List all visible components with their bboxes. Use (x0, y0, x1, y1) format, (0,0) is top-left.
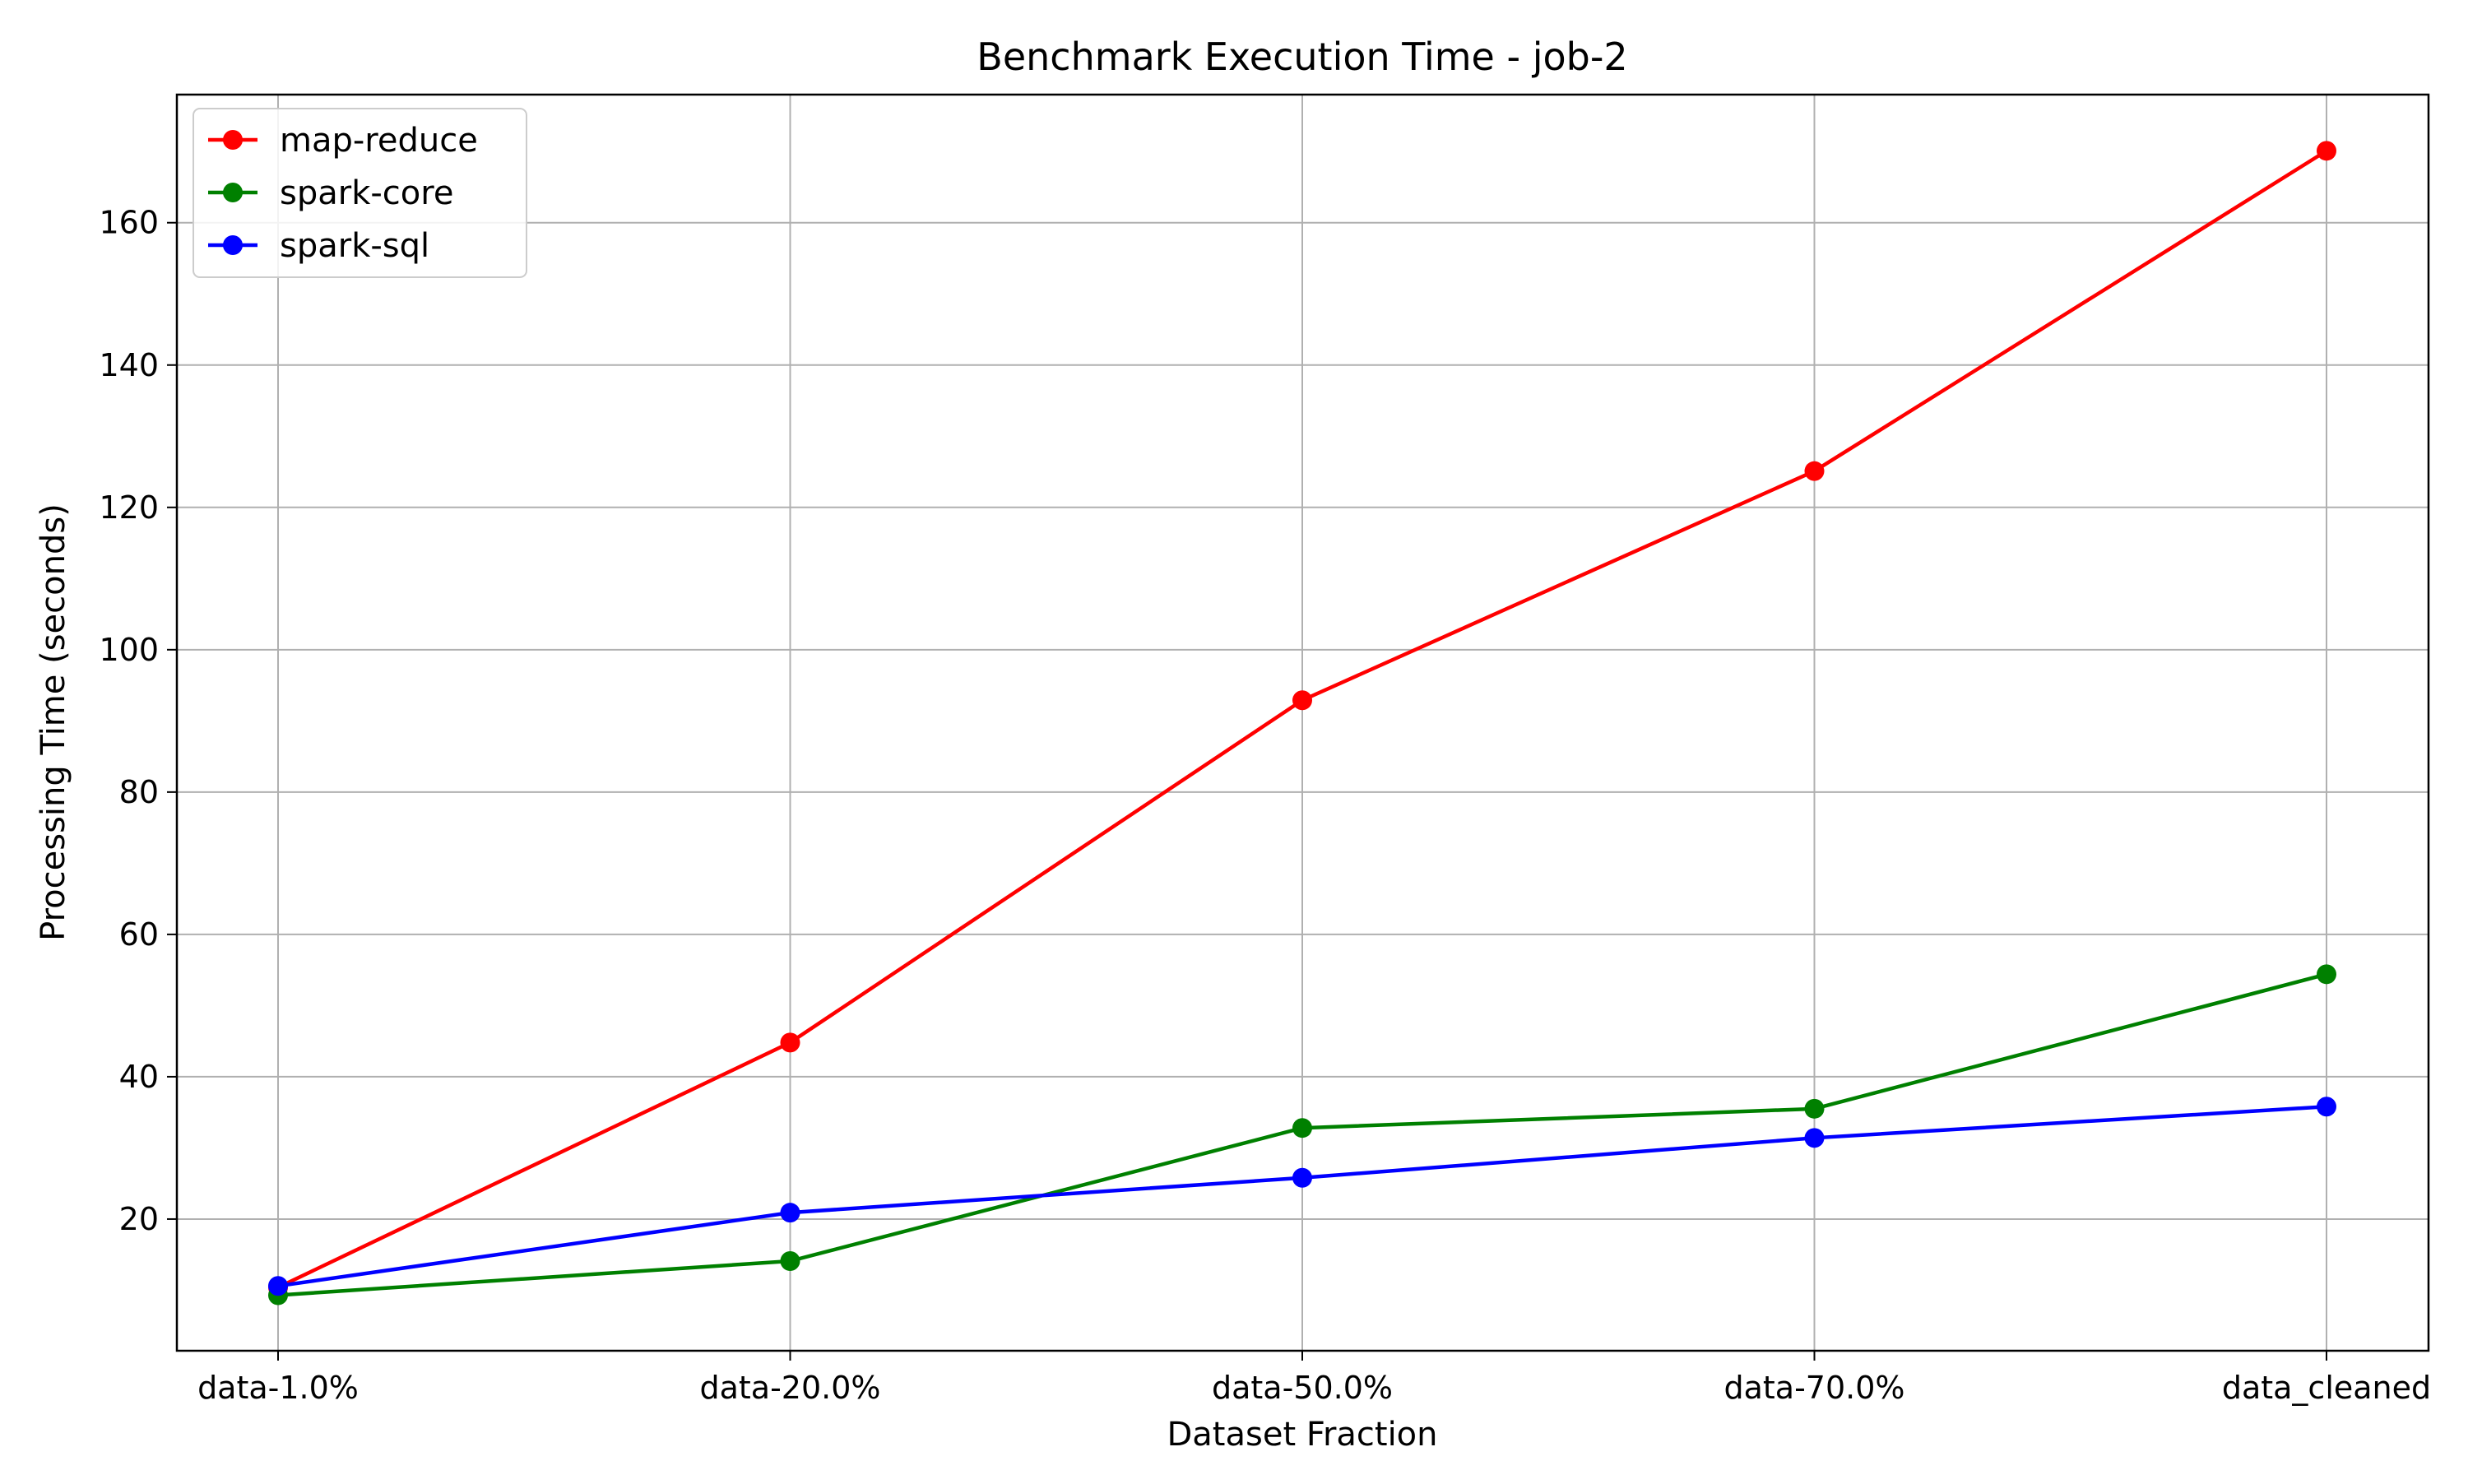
data-point-map-reduce (1804, 461, 1825, 481)
x-tick-label: data-70.0% (1723, 1370, 1904, 1406)
legend-swatch-marker (223, 183, 243, 202)
x-tick-label: data-1.0% (197, 1370, 359, 1406)
legend-label: spark-sql (280, 227, 429, 265)
y-tick-label: 20 (119, 1201, 159, 1237)
data-point-spark-sql (780, 1203, 800, 1223)
chart-title: Benchmark Execution Time - job-2 (977, 35, 1627, 79)
series-spark-core (268, 964, 2336, 1305)
data-point-map-reduce (780, 1032, 800, 1053)
series-spark-sql (268, 1097, 2336, 1296)
y-tick-label: 120 (99, 489, 159, 526)
data-point-spark-core (1292, 1118, 1312, 1139)
x-tick-label: data-20.0% (699, 1370, 880, 1406)
legend-label: spark-core (280, 174, 453, 212)
legend: map-reduce spark-core spark-sql (193, 108, 527, 278)
data-point-spark-core (1804, 1098, 1825, 1119)
legend-swatch-marker (223, 235, 243, 255)
legend-box (193, 108, 527, 278)
legend-label: map-reduce (280, 122, 478, 160)
data-point-spark-sql (2317, 1097, 2336, 1117)
y-tick-label: 60 (119, 916, 159, 953)
x-tick-label: data-50.0% (1212, 1370, 1393, 1406)
data-point-map-reduce (2317, 141, 2336, 161)
data-point-map-reduce (1292, 690, 1312, 711)
y-tick-label: 140 (99, 347, 159, 383)
data-point-spark-sql (1292, 1167, 1312, 1188)
y-tick-label: 160 (99, 205, 159, 241)
ticks: data-1.0% data-20.0% data-50.0% data-70.0% d… (99, 205, 2431, 1406)
x-axis-label: Dataset Fraction (1167, 1416, 1437, 1454)
y-tick-label: 80 (119, 774, 159, 810)
legend-swatch-marker (223, 130, 243, 150)
x-tick-label: data_cleaned (2222, 1370, 2431, 1406)
data-point-spark-core (2317, 964, 2336, 985)
data-point-spark-sql (268, 1276, 288, 1296)
grid (177, 95, 2429, 1351)
y-tick-label: 40 (119, 1059, 159, 1095)
series-layer (268, 141, 2336, 1305)
data-point-spark-sql (1804, 1128, 1825, 1148)
data-point-spark-core (780, 1250, 800, 1271)
y-axis-label: Processing Time (seconds) (35, 503, 72, 941)
y-tick-label: 100 (99, 632, 159, 668)
